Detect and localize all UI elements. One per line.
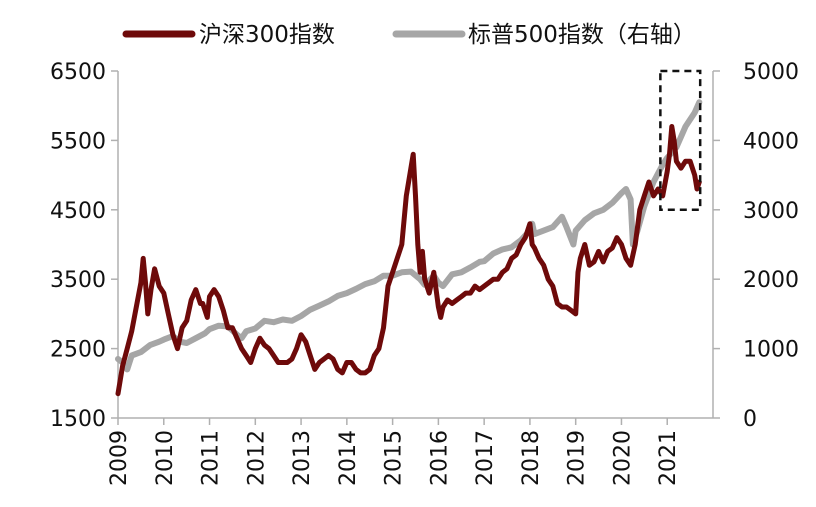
x-tick-label: 2021 [656, 430, 681, 486]
series-layer [115, 69, 703, 397]
y-right-tick-label: 2000 [743, 268, 799, 293]
x-tick-label: 2019 [565, 430, 590, 486]
x-tick-label: 2014 [336, 430, 361, 486]
y-left-tick-label: 1500 [50, 407, 106, 432]
y-right-tick-label: 0 [743, 407, 757, 432]
y-left-tick-label: 4500 [50, 199, 106, 224]
y-right-tick-label: 3000 [743, 199, 799, 224]
legend: 沪深300指数 标普500指数（右轴） [122, 22, 696, 48]
y-left-tick-label: 6500 [50, 60, 106, 85]
y-right-tick-label: 1000 [743, 338, 799, 363]
highlight-box [659, 69, 702, 212]
axes [111, 70, 720, 425]
x-tick-label: 2017 [473, 430, 498, 486]
y-right-tick-label: 4000 [743, 129, 799, 154]
x-tick-label: 2013 [290, 430, 315, 486]
x-tick-label: 2011 [199, 430, 224, 486]
y-left-tick-label: 2500 [50, 338, 106, 363]
y-left-tick-label: 5500 [50, 129, 106, 154]
ticks-layer: 1500 2500 3500 4500 5500 6500 0 1000 2000 3000 400… [50, 60, 799, 486]
legend-label-csi300: 沪深300指数 [199, 22, 335, 48]
series-line-sp500 [115, 99, 703, 373]
y-right-tick-label: 5000 [743, 60, 799, 85]
legend-label-sp500: 标普500指数（右轴） [468, 22, 696, 48]
x-tick-label: 2018 [519, 430, 544, 486]
series-line-csi300 [115, 124, 702, 397]
x-tick-label: 2009 [107, 430, 132, 486]
x-tick-label: 2016 [427, 430, 452, 486]
x-tick-label: 2012 [244, 430, 269, 486]
y-left-tick-label: 3500 [50, 268, 106, 293]
x-tick-label: 2015 [382, 430, 407, 486]
x-tick-label: 2010 [153, 430, 178, 486]
x-tick-label: 2020 [610, 430, 635, 486]
